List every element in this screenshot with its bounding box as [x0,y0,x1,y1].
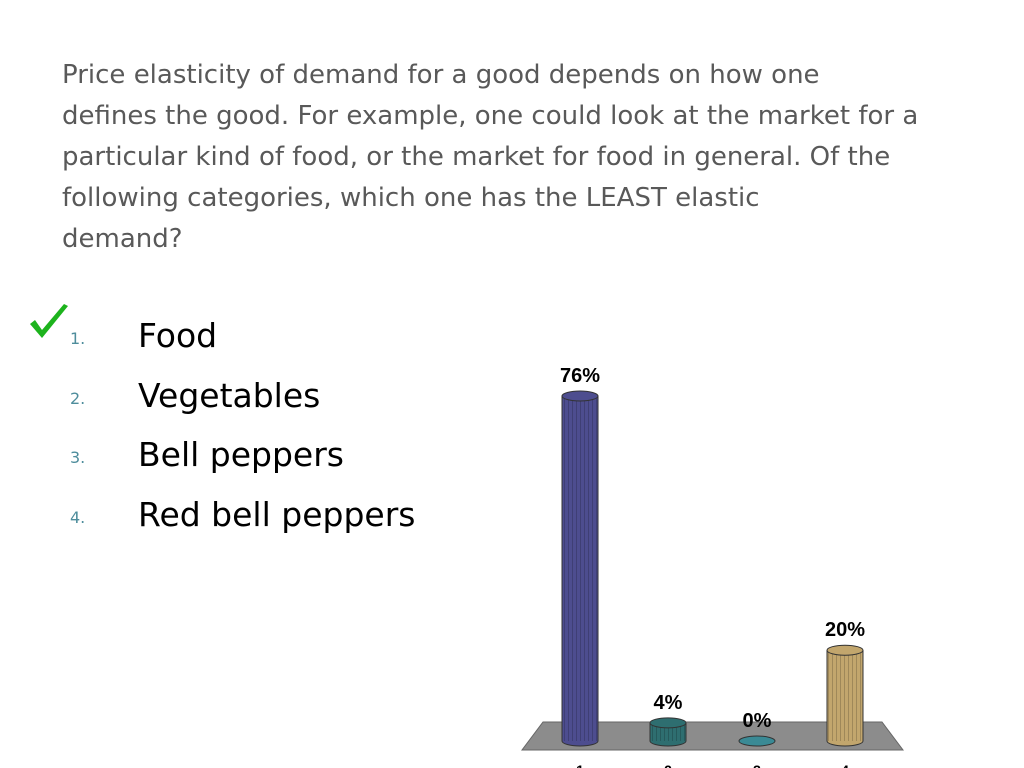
question-text: Price elasticity of demand for a good de… [62,60,919,254]
chart-floor [521,721,904,751]
option-number: 4. [70,507,86,527]
bar-shading [827,650,863,741]
answer-options: 1. Food 2. Vegetables 3. Bell peppers 4.… [70,306,415,544]
bar-4 [826,644,864,747]
checkmark-icon [30,304,68,338]
answer-option-4[interactable]: 4. Red bell peppers [70,485,415,545]
tick-label: 1 [576,762,584,768]
bar-top [738,735,776,747]
bar-top [649,717,687,729]
data-label: 4% [654,692,683,714]
tick-label: 2 [664,762,672,768]
answer-option-1[interactable]: 1. Food [70,306,415,366]
response-bar-chart: 76%14%20%320%4 [521,365,904,768]
bar-top [561,390,599,402]
bar-top [826,644,864,656]
option-number: 3. [70,448,86,468]
answer-option-2[interactable]: 2. Vegetables [70,366,415,426]
bar-1 [561,390,599,747]
data-label: 76% [560,365,600,387]
bar-3 [738,735,776,747]
option-label: Bell peppers [138,435,344,475]
option-label: Red bell peppers [138,494,416,534]
bar-shading [562,396,598,741]
tick-label: 4 [841,762,849,768]
option-label: Food [138,316,218,356]
option-number: 1. [70,329,86,349]
option-label: Vegetables [138,375,321,415]
data-label: 0% [743,710,772,732]
tick-label: 3 [753,762,761,768]
option-number: 2. [70,388,86,408]
answer-option-3[interactable]: 3. Bell peppers [70,425,415,485]
bar-2 [649,717,687,747]
data-label: 20% [825,619,865,641]
